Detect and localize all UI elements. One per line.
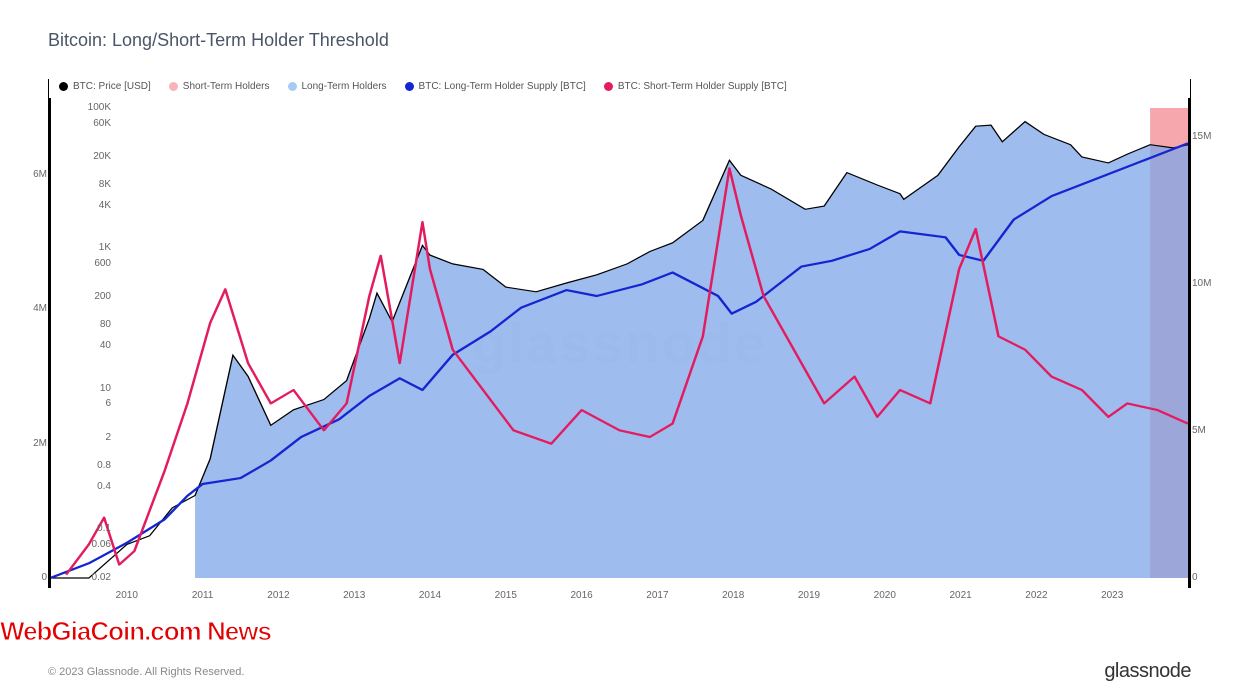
legend-item: BTC: Short-Term Holder Supply [BTC] — [604, 81, 787, 92]
x-tick: 2015 — [495, 590, 517, 601]
legend-label: Short-Term Holders — [183, 81, 270, 92]
legend-swatch — [405, 82, 414, 91]
y-axis-left: 0 2M 4M 6M — [3, 98, 47, 588]
x-tick: 2016 — [570, 590, 592, 601]
legend-item: Short-Term Holders — [169, 81, 270, 92]
copyright: © 2023 Glassnode. All Rights Reserved. — [48, 666, 244, 678]
x-tick: 2019 — [798, 590, 820, 601]
x-tick: 2021 — [949, 590, 971, 601]
legend-item: BTC: Long-Term Holder Supply [BTC] — [405, 81, 586, 92]
legend-label: BTC: Short-Term Holder Supply [BTC] — [618, 81, 787, 92]
legend-item: BTC: Price [USD] — [59, 81, 151, 92]
x-tick: 2014 — [419, 590, 441, 601]
x-tick: 2023 — [1101, 590, 1123, 601]
axis-tick: 6M — [33, 170, 47, 180]
axis-tick: 0 — [1192, 573, 1198, 583]
axis-tick: 4M — [33, 304, 47, 314]
x-tick: 2011 — [192, 590, 214, 601]
legend-item: Long-Term Holders — [288, 81, 387, 92]
legend-label: BTC: Long-Term Holder Supply [BTC] — [419, 81, 586, 92]
x-tick: 2012 — [267, 590, 289, 601]
legend-swatch — [604, 82, 613, 91]
chart-container: BTC: Price [USD] Short-Term Holders Long-T… — [48, 79, 1191, 588]
legend-label: Long-Term Holders — [302, 81, 387, 92]
axis-tick: 0 — [41, 573, 47, 583]
legend-swatch — [288, 82, 297, 91]
legend-swatch — [59, 82, 68, 91]
chart-svg — [51, 98, 1188, 588]
axis-tick: 15M — [1192, 132, 1211, 142]
x-tick: 2018 — [722, 590, 744, 601]
legend: BTC: Price [USD] Short-Term Holders Long-T… — [49, 79, 1190, 98]
x-tick: 2022 — [1025, 590, 1047, 601]
x-tick: 2017 — [646, 590, 668, 601]
axis-tick: 10M — [1192, 279, 1211, 289]
x-tick: 2020 — [874, 590, 896, 601]
long-term-area — [195, 122, 1188, 578]
news-watermark: WebGiaCoin.com News — [0, 616, 271, 647]
brand-logo: glassnode — [1104, 660, 1191, 683]
axis-tick: 2M — [33, 439, 47, 449]
axis-tick: 5M — [1192, 426, 1206, 436]
legend-label: BTC: Price [USD] — [73, 81, 151, 92]
x-tick: 2010 — [116, 590, 138, 601]
chart-title: Bitcoin: Long/Short-Term Holder Threshol… — [48, 30, 1191, 51]
legend-swatch — [169, 82, 178, 91]
x-tick: 2013 — [343, 590, 365, 601]
x-axis: 2010 2011 2012 2013 2014 2015 2016 2017 2018 2019… — [51, 590, 1188, 608]
plot-area: glassnode 02M4M6M 0.020.060.10.40.826104… — [49, 98, 1190, 588]
y-axis-right: 0 5M 10M 15M — [1192, 98, 1232, 588]
